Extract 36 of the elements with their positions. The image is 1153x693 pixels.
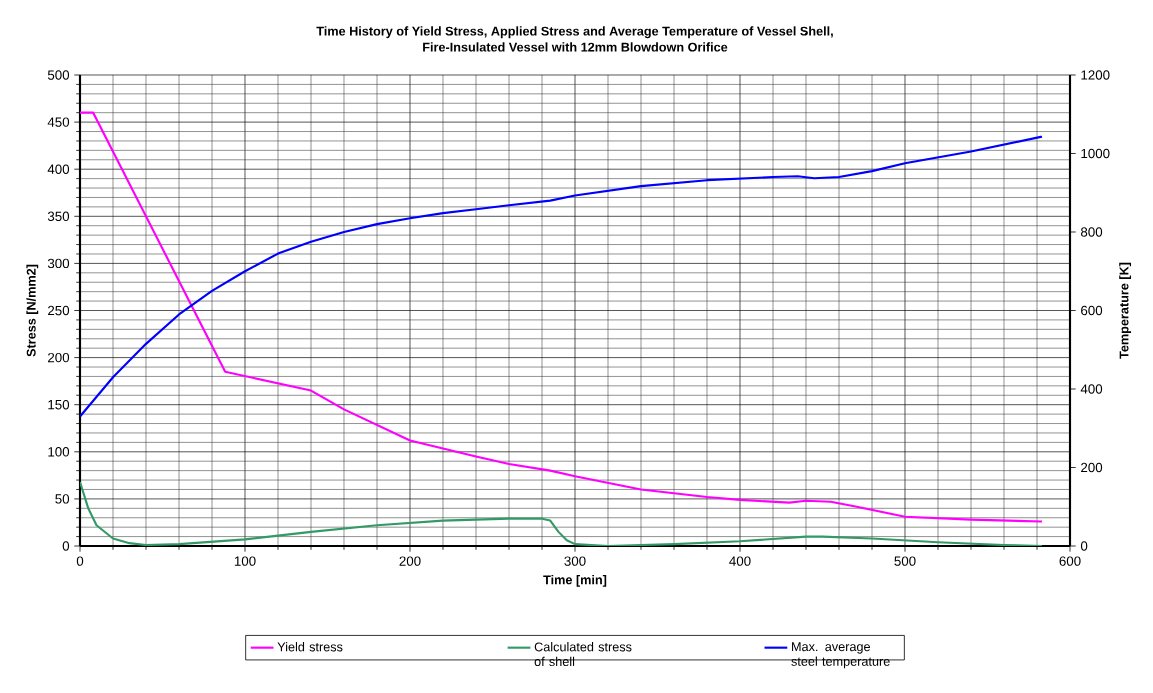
line-series	[80, 480, 1044, 546]
chart-title: Time History of Yield Stress, Applied Stress and Average Temperature of Vessel Shell,	[316, 26, 833, 39]
x-tick-label: 100	[234, 556, 256, 566]
y-axis-title: Stress [N/mm2]	[26, 264, 39, 357]
y2-tick-label: 600	[1081, 305, 1103, 316]
y-tick-label: 150	[48, 399, 70, 410]
y-tick-label: 400	[47, 164, 70, 174]
line-series	[80, 111, 1044, 523]
y-tick-label: 500	[47, 70, 70, 80]
y-tick-label: 300	[47, 258, 70, 269]
y-tick-label: 250	[48, 305, 70, 316]
y-tick-label: 100	[48, 447, 70, 457]
y-tick-label: 50	[55, 494, 70, 504]
x-tick-label: 200	[399, 556, 421, 566]
y2-tick-label: 400	[1080, 384, 1103, 394]
y2-tick-label: 200	[1081, 462, 1103, 473]
y-tick-label: 0	[62, 541, 70, 551]
x-tick-label: 500	[894, 556, 916, 566]
x-tick-label: 600	[1059, 556, 1081, 566]
y2-tick-label: 1200	[1081, 70, 1110, 80]
y2-tick-label: 1000	[1081, 148, 1110, 159]
y2-tick-label: 800	[1080, 227, 1103, 237]
y-tick-label: 350	[47, 211, 70, 222]
x-tick-label: 0	[76, 556, 84, 566]
y2-tick-label: 0	[1080, 541, 1088, 551]
x-axis-title: Time [min]	[543, 574, 607, 587]
line-series	[80, 135, 1044, 418]
x-tick-label: 400	[729, 556, 751, 566]
y2-axis-title: Temperature [K]	[1119, 262, 1132, 359]
y-tick-label: 450	[47, 117, 70, 127]
y-tick-label: 200	[48, 352, 70, 363]
x-tick-label: 300	[564, 556, 586, 566]
legend-label: Yield stress	[277, 642, 343, 652]
legend-label: Max. average steel temperature	[791, 642, 890, 669]
legend-label: Calculated stress of shell	[534, 642, 632, 667]
chart-subtitle: Fire-Insulated Vessel with 12mm Blowdown Orifice	[423, 42, 728, 52]
